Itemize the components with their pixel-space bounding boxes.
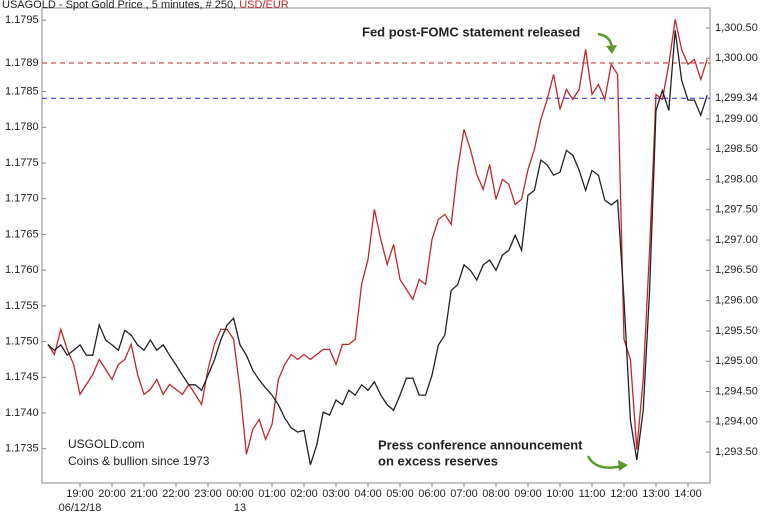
arrow-head	[606, 45, 617, 54]
series-line	[47, 19, 708, 455]
y-tick-label: 1.1755	[5, 300, 39, 312]
date-label: 06/12/18	[59, 502, 102, 514]
x-tick-label: 22:00	[162, 488, 190, 500]
y-tick-label: 1.1740	[5, 407, 39, 419]
y2-tick-label: 1,296.50	[715, 264, 758, 276]
y-tick-label: 1.1770	[5, 193, 39, 205]
y2-tick-label: 1,294.00	[715, 416, 758, 428]
y-tick-label: 1.1750	[5, 335, 39, 347]
y2-tick-label: 1,295.00	[715, 355, 758, 367]
x-tick-label: 02:00	[290, 488, 318, 500]
x-tick-label: 06:00	[418, 488, 446, 500]
y-tick-label: 1.1745	[5, 371, 39, 383]
watermark: USGOLD.com	[68, 437, 145, 451]
x-tick-label: 01:00	[258, 488, 286, 500]
y2-tick-label: 1,297.00	[715, 234, 758, 246]
y2-tick-label: 1,300.00	[715, 52, 758, 64]
arrow-head	[618, 460, 628, 471]
x-tick-label: 03:00	[322, 488, 350, 500]
x-tick-label: 23:00	[194, 488, 222, 500]
y2-tick-label: 1,297.50	[715, 204, 758, 216]
watermark: Coins & bullion since 1973	[68, 454, 210, 468]
x-tick-label: 21:00	[130, 488, 158, 500]
y-tick-label: 1.1760	[5, 264, 39, 276]
x-tick-label: 14:00	[674, 488, 702, 500]
x-tick-label: 11:00	[579, 488, 606, 500]
y-tick-label: 1.1795	[5, 14, 39, 26]
y2-tick-label: 1,296.00	[715, 295, 758, 307]
annotation: Press conference announcement	[378, 437, 583, 452]
chart-title: USAGOLD - Spot Gold Price , 5 minutes, #…	[2, 0, 289, 11]
x-tick-label: 20:00	[98, 488, 126, 500]
y2-tick-label: 1,298.00	[715, 173, 758, 185]
y-tick-label: 1.1775	[5, 157, 39, 169]
x-tick-label: 19:00	[66, 488, 94, 500]
annotation: Fed post-FOMC statement released	[362, 24, 580, 39]
x-tick-label: 13:00	[642, 488, 670, 500]
y2-tick-label: 1,300.50	[715, 22, 758, 34]
x-tick-label: 08:00	[482, 488, 510, 500]
title-main: USAGOLD - Spot Gold Price , 5 minutes, #…	[2, 0, 236, 11]
x-tick-label: 05:00	[386, 488, 414, 500]
y-tick-label: 1.1780	[5, 121, 39, 133]
x-tick-label: 09:00	[514, 488, 542, 500]
y2-tick-label: 1,299.00	[715, 113, 758, 125]
reference-label: 1.1789	[5, 57, 39, 69]
x-tick-label: 10:00	[546, 488, 574, 500]
plot-frame	[41, 7, 711, 484]
y2-tick-label: 1,298.50	[715, 143, 758, 155]
date-label: 13	[234, 502, 246, 514]
x-tick-label: 04:00	[354, 488, 382, 500]
y-tick-label: 1.1785	[5, 85, 39, 97]
x-tick-label: 07:00	[450, 488, 478, 500]
series-line	[47, 30, 708, 465]
title-highlight: USD/EUR	[239, 0, 289, 11]
y2-tick-label: 1,293.50	[715, 446, 758, 458]
y-tick-label: 1.1735	[5, 443, 39, 455]
y-tick-label: 1.1765	[5, 228, 39, 240]
annotation: on excess reserves	[378, 453, 498, 468]
x-tick-label: 00:00	[226, 488, 254, 500]
y2-tick-label: 1,294.50	[715, 385, 758, 397]
x-tick-label: 12:00	[610, 488, 638, 500]
reference-label: 1,299.34	[715, 92, 758, 104]
arrow	[586, 455, 623, 469]
y2-tick-label: 1,295.50	[715, 325, 758, 337]
